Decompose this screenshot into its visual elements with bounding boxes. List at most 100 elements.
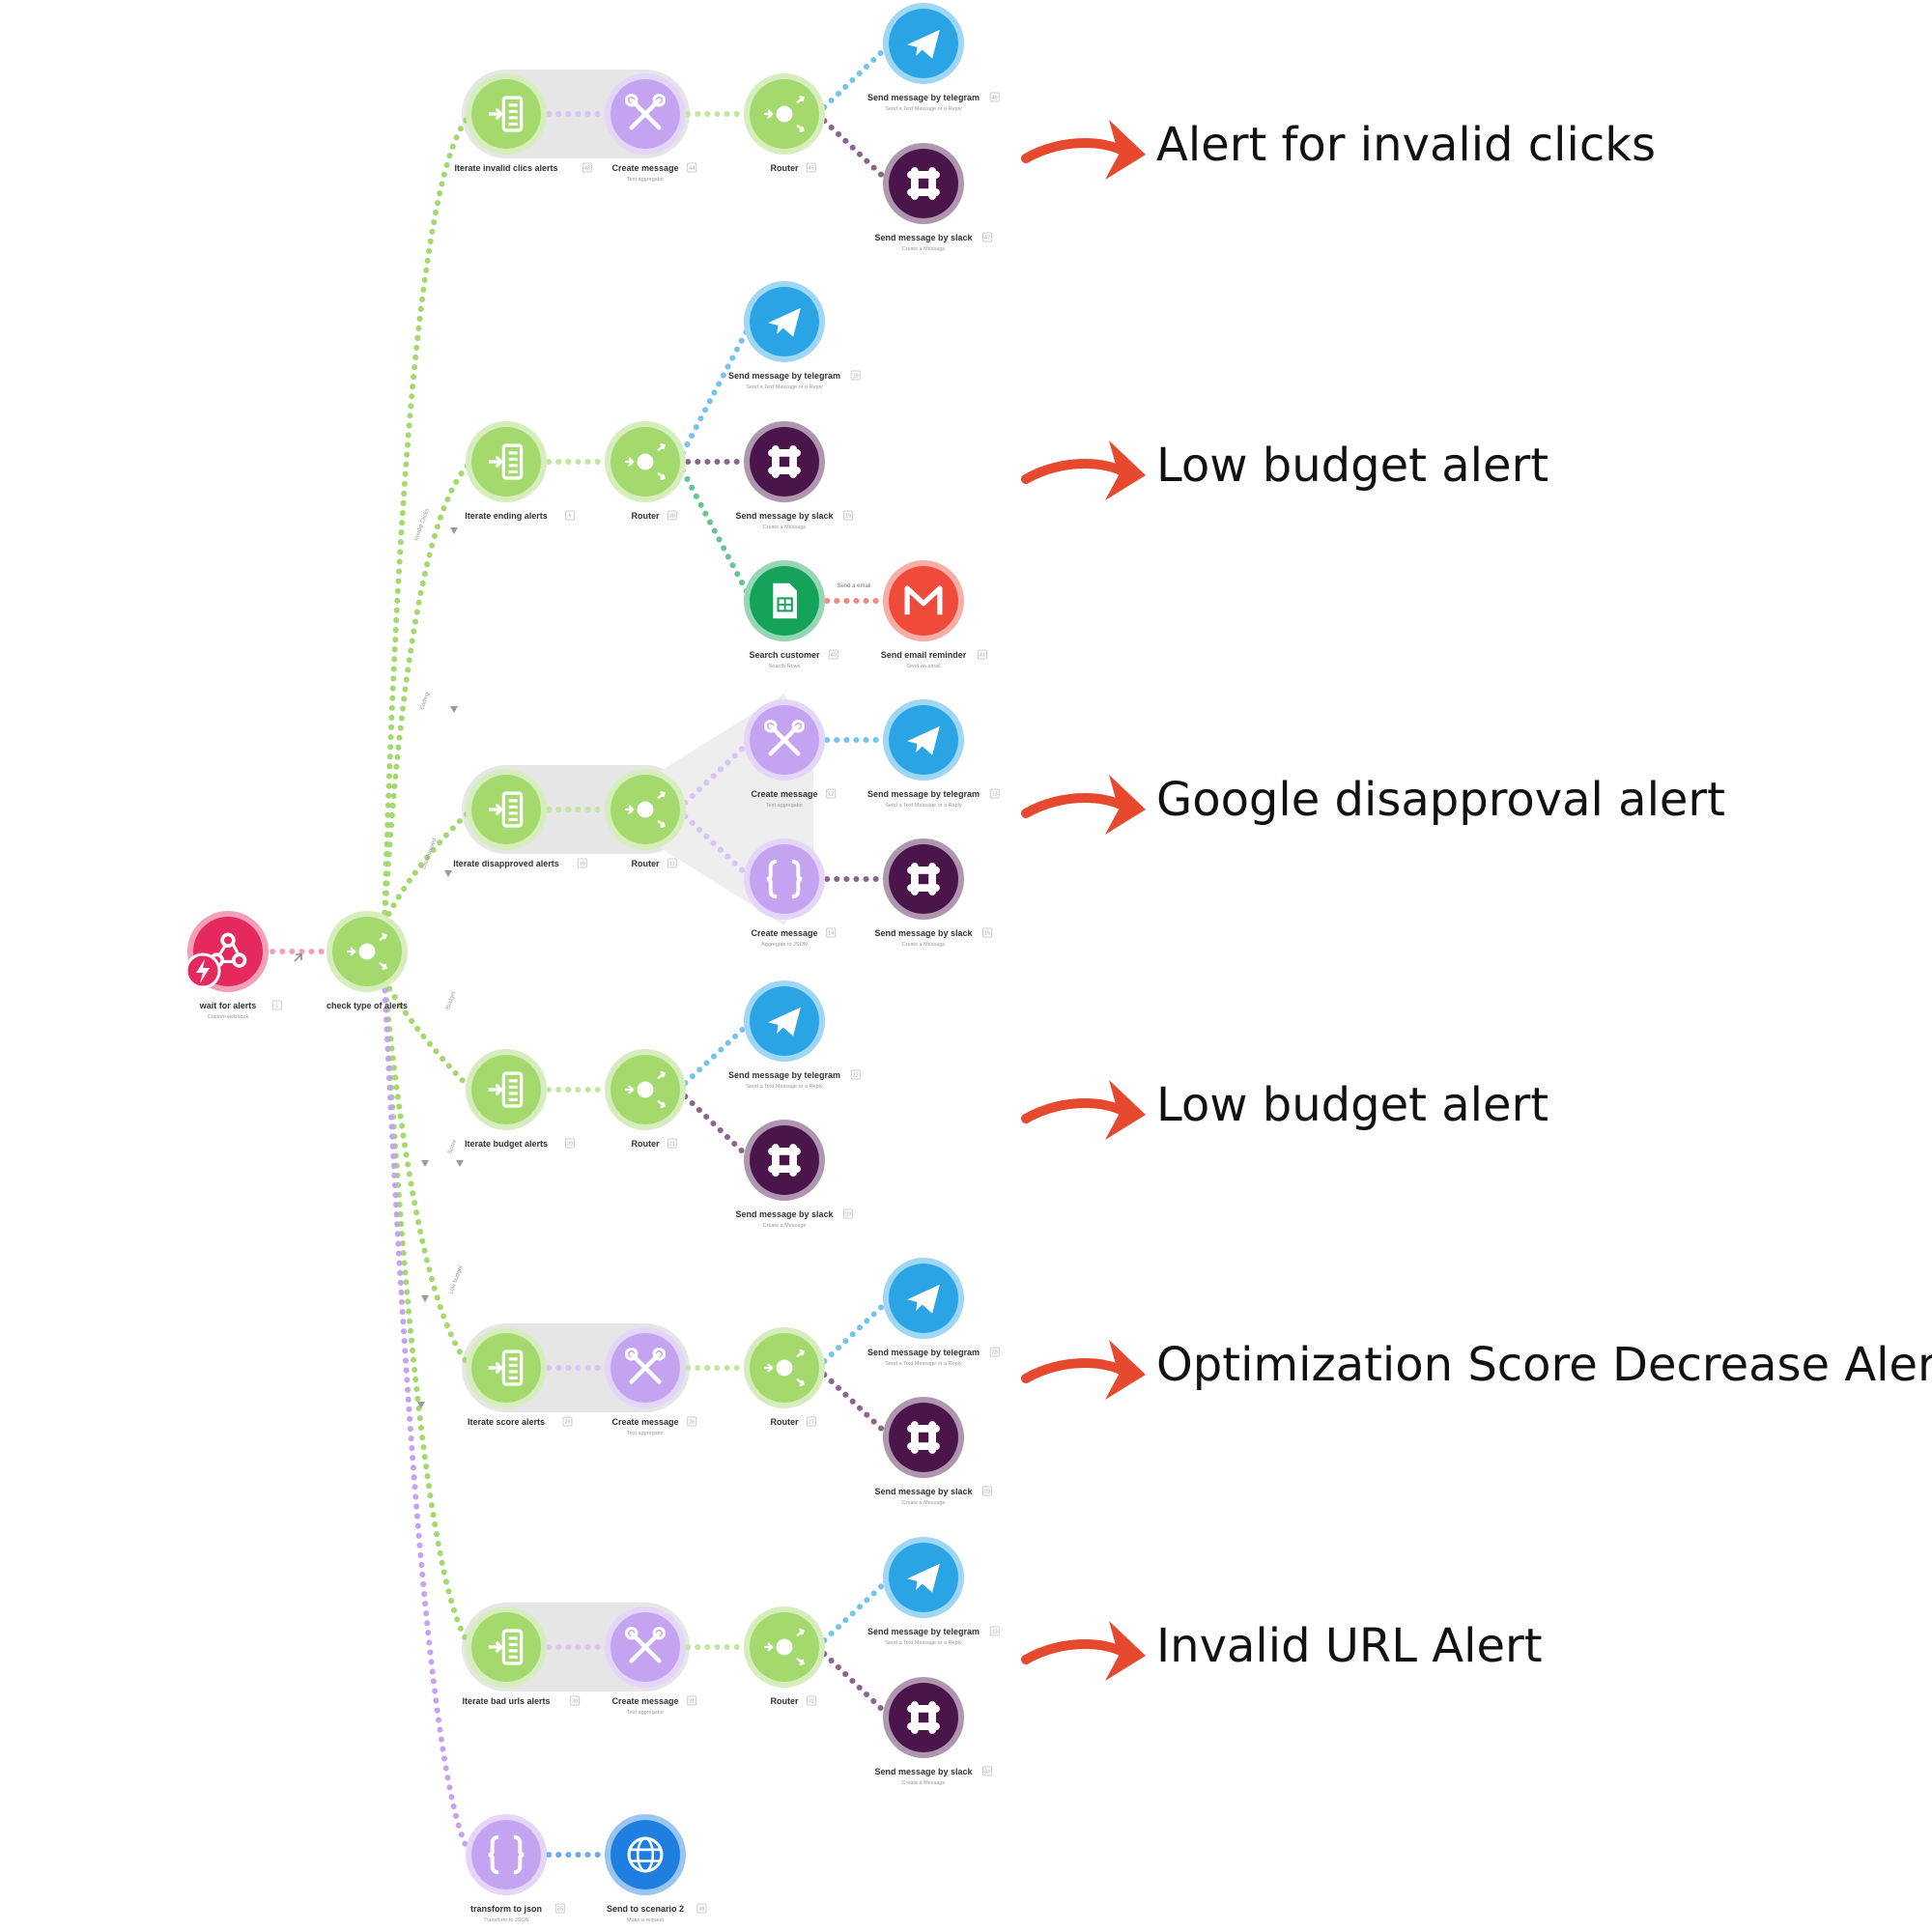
module-link[interactable]	[675, 807, 754, 882]
module-http[interactable]: Send to scenario 2 36 Make a request	[605, 1814, 707, 1923]
filter-icon[interactable]	[456, 1160, 464, 1167]
link-label[interactable]: Send a email	[837, 583, 870, 589]
branch-link[interactable]	[382, 978, 474, 1093]
filter-icon[interactable]	[421, 1160, 429, 1167]
module-sheets[interactable]: Search customer 40 Search Rows	[744, 560, 838, 669]
module-iterator[interactable]: Iterate disapproved alerts 10	[453, 769, 587, 868]
module-id-badge	[982, 232, 993, 242]
node-label: wait for alerts	[199, 1001, 257, 1010]
wrench-icon[interactable]	[294, 953, 302, 962]
module-router[interactable]: Router 38	[605, 421, 686, 521]
module-link[interactable]	[814, 1575, 894, 1650]
module-iterator[interactable]: Iterate bad urls alerts 30	[462, 1606, 581, 1706]
module-iterator[interactable]: Iterate budget alerts 20	[465, 1049, 576, 1149]
module-telegram[interactable]: Send message by telegram 22 Send a Text Me…	[728, 980, 861, 1090]
module-slack[interactable]: Send message by slack 29 Create a Message	[874, 1397, 993, 1506]
module-link[interactable]	[675, 1087, 754, 1163]
node-label: Send to scenario 2	[607, 1904, 684, 1914]
branch-link[interactable]	[382, 111, 474, 925]
branch-link[interactable]	[382, 978, 474, 1371]
module-json[interactable]: transform to json 35 Transform to JSON	[466, 1814, 565, 1923]
module-slack[interactable]: Send message by slack 15 Create a Message	[874, 838, 993, 948]
module-router[interactable]: Router 32	[744, 1606, 825, 1706]
module-link[interactable]	[814, 41, 894, 117]
module-router[interactable]: Router 27	[744, 1327, 825, 1427]
node-circle[interactable]	[889, 1683, 958, 1752]
module-gmail[interactable]: Send email reminder 41 Send an email	[881, 560, 987, 669]
module-link[interactable]	[675, 319, 754, 465]
filter-label[interactable]: Disapproved	[421, 838, 438, 870]
node-label: Send message by telegram	[867, 789, 980, 799]
alert-label: Optimization Score Decrease Alert	[1156, 1338, 1932, 1392]
node-circle[interactable]	[471, 79, 541, 149]
module-router[interactable]: Router 45	[744, 73, 825, 173]
module-iterator[interactable]: Iterate ending alerts 6	[465, 421, 576, 521]
module-link[interactable]	[675, 737, 754, 812]
node-circle[interactable]	[750, 1125, 819, 1195]
node-circle[interactable]	[471, 775, 541, 844]
node-circle[interactable]	[471, 1333, 541, 1403]
module-slack[interactable]: Send message by slack 23 Create a Message	[735, 1120, 854, 1229]
module-slack[interactable]: Send message by slack 47 Create a Message	[874, 143, 993, 252]
module-tools[interactable]: Create message 31 Text aggregator	[605, 1606, 697, 1716]
module-slack[interactable]: Send message by slack 34 Create a Message	[874, 1677, 993, 1786]
filter-label[interactable]: Ending	[419, 692, 431, 711]
module-link[interactable]	[814, 1365, 894, 1440]
module-telegram[interactable]: Send message by telegram 28 Send a Text Me…	[867, 1258, 1000, 1367]
module-id-text: 23	[845, 1212, 851, 1218]
node-label: Router	[632, 511, 660, 521]
module-link[interactable]	[814, 1644, 894, 1720]
filter-icon[interactable]	[450, 706, 458, 713]
router-module-hub[interactable]: check type of alerts	[327, 911, 408, 1010]
branch-link[interactable]	[382, 459, 474, 925]
module-tools[interactable]: Create message 44 Text aggregator	[605, 73, 697, 183]
node-circle[interactable]	[471, 1612, 541, 1682]
filter-icon[interactable]	[444, 870, 452, 877]
filter-label[interactable]: Budget	[445, 990, 457, 1009]
module-link[interactable]	[814, 1295, 894, 1371]
module-tools[interactable]: Create message 26 Text aggregator	[605, 1327, 697, 1436]
node-circle[interactable]	[750, 427, 819, 497]
arrowhead-icon	[1105, 440, 1146, 500]
node-label: Router	[771, 163, 799, 173]
module-telegram[interactable]: Send message by telegram 13 Send a Text Me…	[867, 699, 1000, 809]
filter-label[interactable]: Low budget	[448, 1264, 464, 1295]
module-telegram[interactable]: Send message by telegram 18 Send a Text Me…	[728, 281, 861, 390]
filter-label[interactable]: Invalid Clicks	[413, 508, 431, 542]
module-telegram[interactable]: Send message by telegram 46 Send a Text Me…	[867, 3, 1000, 112]
filter-icon[interactable]	[450, 527, 458, 534]
node-circle[interactable]	[889, 149, 958, 218]
module-iterator[interactable]: Iterate score alerts 25	[466, 1327, 573, 1427]
node-circle[interactable]	[889, 844, 958, 914]
node-subtitle: Text aggregator	[627, 1710, 664, 1716]
module-json[interactable]: Create message 14 Aggregate to JSON	[744, 838, 837, 948]
module-link[interactable]	[675, 1018, 754, 1093]
module-router[interactable]: Router 21	[605, 1049, 686, 1149]
node-circle[interactable]	[750, 844, 819, 914]
filter-icon[interactable]	[421, 1295, 429, 1302]
module-id-badge	[826, 788, 837, 799]
node-label: Iterate budget alerts	[465, 1139, 548, 1149]
filter-icon[interactable]	[417, 1402, 425, 1408]
module-tools[interactable]: Create message 12 Text aggregator	[744, 699, 837, 809]
node-circle[interactable]	[471, 1055, 541, 1124]
module-id-badge	[989, 788, 1000, 799]
module-slack[interactable]: Send message by slack 19 Create a Message	[735, 421, 854, 530]
module-link[interactable]	[675, 459, 754, 604]
filter-label[interactable]: Score	[447, 1138, 458, 1154]
node-subtitle: Send a Text Message or a Reply	[885, 1640, 962, 1646]
branch-link[interactable]	[382, 978, 474, 1650]
module-link[interactable]	[814, 111, 894, 186]
branch-link[interactable]	[382, 978, 474, 1858]
branch-link[interactable]	[382, 807, 474, 925]
node-circle[interactable]	[611, 1820, 680, 1889]
module-iterator[interactable]: Iterate invalid clics alerts 43	[454, 73, 592, 173]
trigger-module-webhook[interactable]: wait for alerts 1 Custom webhook	[185, 911, 282, 1020]
module-id-text: 41	[980, 653, 985, 659]
module-telegram[interactable]: Send message by telegram 33 Send a Text Me…	[867, 1537, 1000, 1646]
node-circle[interactable]	[471, 427, 541, 497]
module-router[interactable]: Router 11	[605, 769, 686, 868]
node-circle[interactable]	[471, 1820, 541, 1889]
node-circle[interactable]	[889, 1403, 958, 1472]
